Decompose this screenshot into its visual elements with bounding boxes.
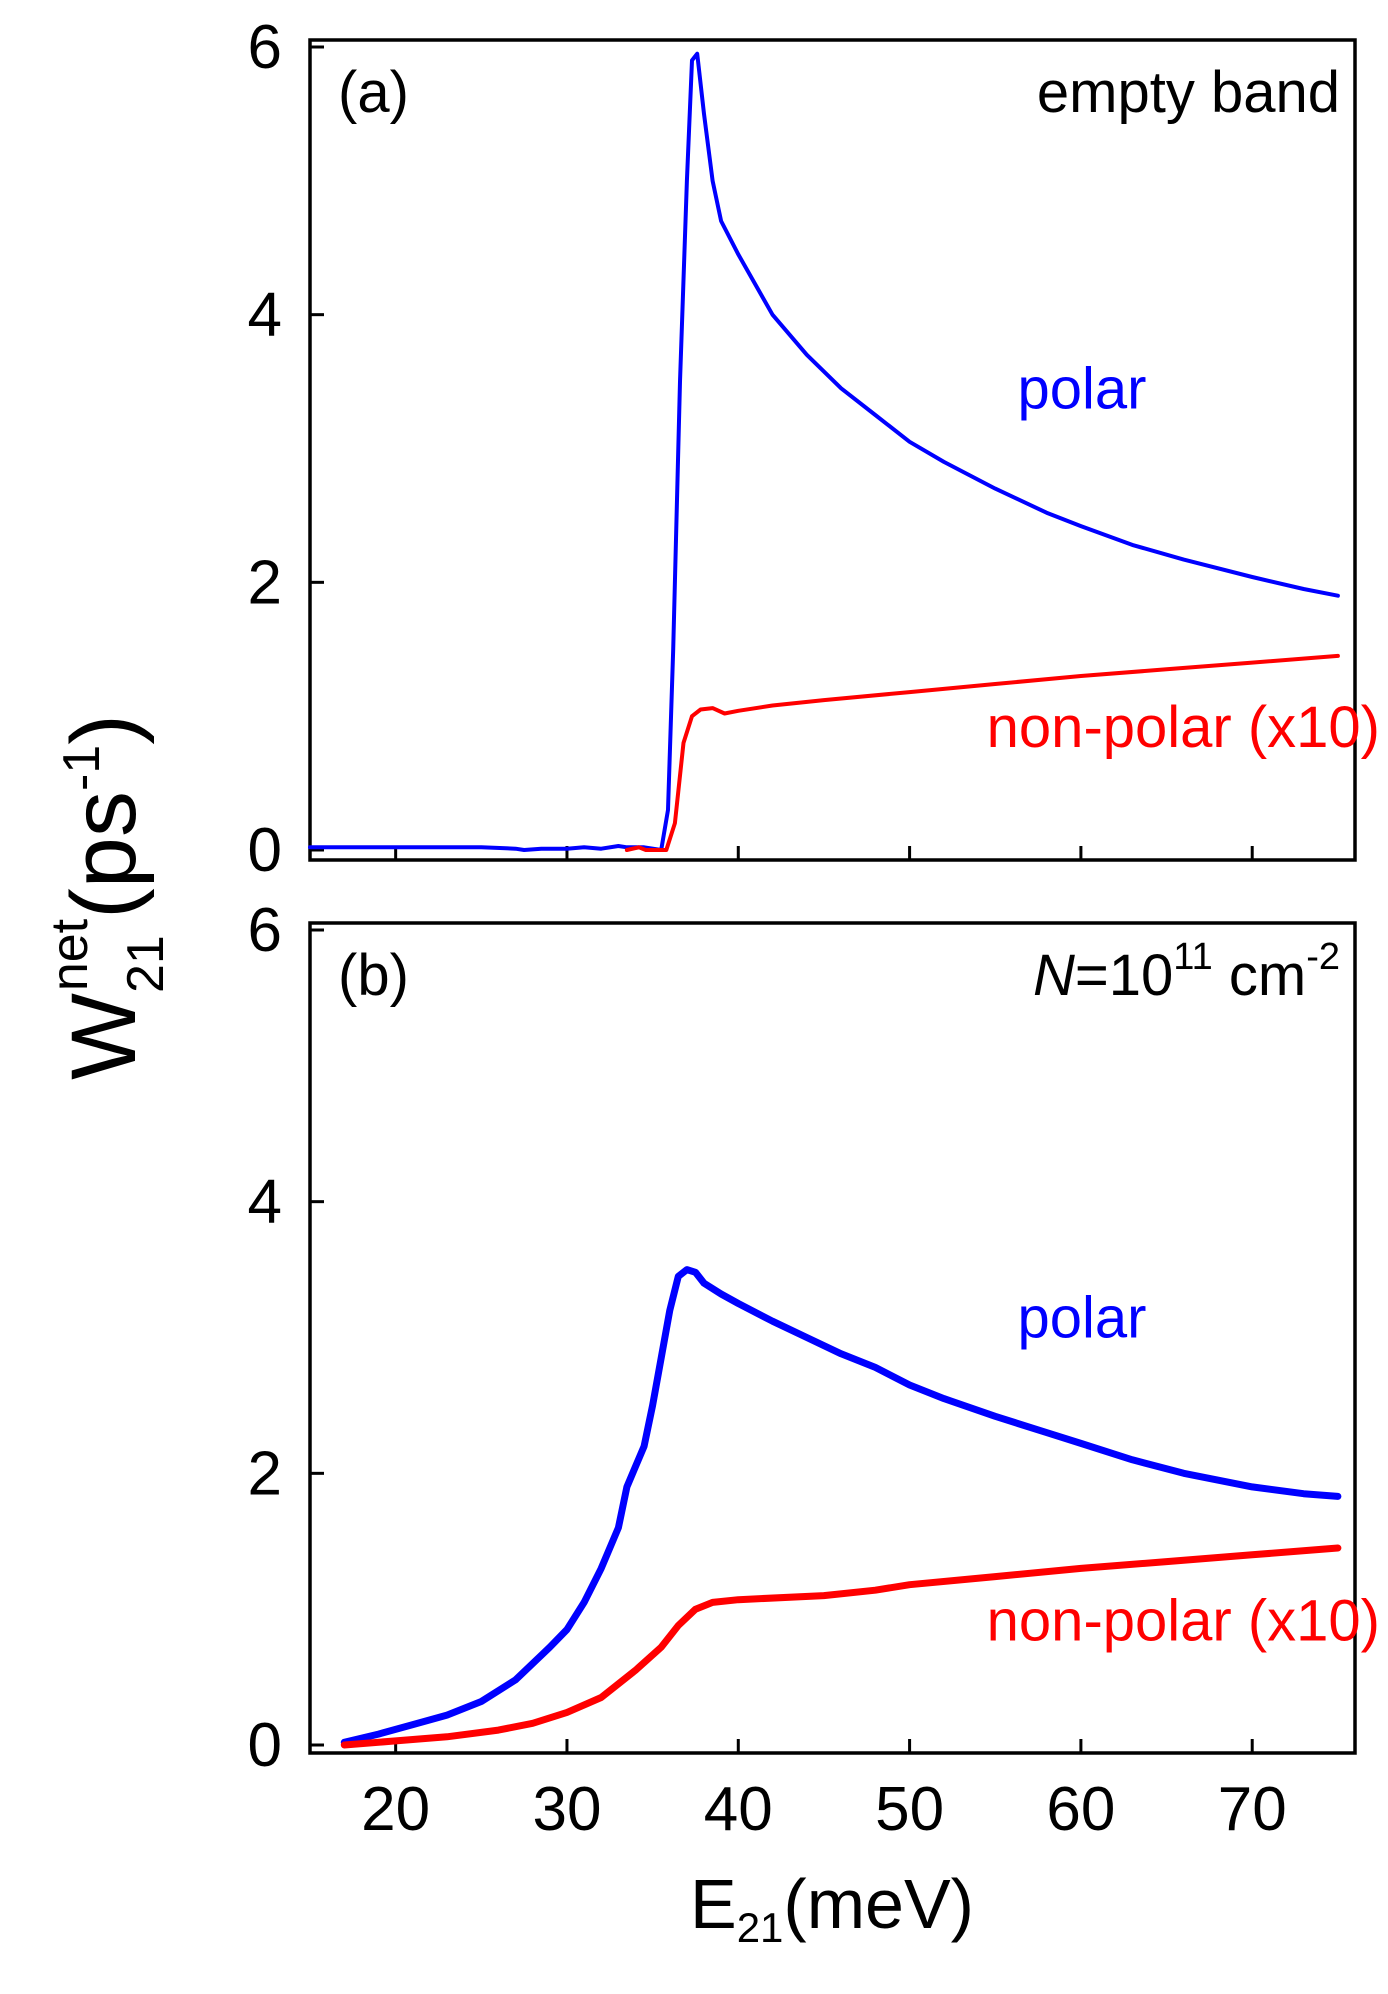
ylabel-unit-open: (ps <box>53 791 155 919</box>
panel-b-label: (b) <box>338 943 409 1008</box>
y-tick-label: 4 <box>248 281 282 350</box>
panel-a-corner-label: empty band <box>1037 60 1340 125</box>
panel-a-annotations: polar non-polar (x10) <box>987 356 1380 760</box>
x-tick-label: 60 <box>1046 1775 1115 1844</box>
ylabel-unit-close: ) <box>53 714 155 745</box>
x-tick-label: 40 <box>704 1775 773 1844</box>
panel-b-annotations: polar non-polar (x10) <box>987 1286 1380 1654</box>
y-tick-label: 0 <box>248 1711 282 1780</box>
svg-text:W21net(ps-1): W21 net(ps-1) <box>41 714 175 1080</box>
y-axis-label: W21 net(ps-1) <box>41 714 175 1080</box>
y-tick-label: 2 <box>248 1439 282 1508</box>
panel-b: 0 2 4 6 20 30 40 50 60 70 (b) N=1011 cm-2 polar n… <box>248 896 1380 1844</box>
panel-a-series <box>308 51 1340 852</box>
panel-b-corner-label: N=1011 cm-2 <box>1033 936 1340 1008</box>
corner-label-unit: cm <box>1229 943 1306 1008</box>
corner-label-unit-exponent: -2 <box>1306 936 1340 978</box>
xlabel-main: E <box>690 1865 737 1943</box>
x-tick-label: 50 <box>875 1775 944 1844</box>
y-tick-label: 2 <box>248 548 282 617</box>
ylabel-sup: net <box>41 918 99 991</box>
ylabel-main: W <box>53 993 155 1080</box>
series-line-polar <box>308 51 1340 852</box>
x-axis-label: E21(meV) <box>690 1865 974 1951</box>
y-tick-label: 6 <box>248 896 282 965</box>
panel-b-ytick-labels: 0 2 4 6 <box>248 896 282 1780</box>
series-line-polar <box>340 1266 1342 1746</box>
y-tick-label: 0 <box>248 816 282 885</box>
ylabel-sub: 21 <box>117 935 175 993</box>
x-tick-label: 30 <box>532 1775 601 1844</box>
y-tick-label: 4 <box>248 1168 282 1237</box>
panel-b-xtick-labels: 20 30 40 50 60 70 <box>361 1775 1287 1844</box>
corner-label-exponent: 11 <box>1173 936 1212 978</box>
series-annotation-nonpolar: non-polar (x10) <box>987 1588 1380 1653</box>
ylabel-unit-sup: -1 <box>53 745 111 791</box>
panel-a-ytick-labels: 0 2 4 6 <box>248 13 282 885</box>
series-line-nonpolar <box>624 653 1340 852</box>
xlabel-unit: (meV) <box>783 1865 974 1943</box>
panel-b-frame <box>308 921 1357 1755</box>
panel-b-series <box>340 1266 1342 1749</box>
panel-a: 0 2 4 6 (a) empty band polar non-polar (x10) <box>248 13 1380 885</box>
series-annotation-polar: polar <box>1018 1286 1147 1351</box>
x-tick-label: 70 <box>1218 1775 1287 1844</box>
panel-a-frame <box>308 38 1357 862</box>
y-tick-label: 6 <box>248 13 282 82</box>
corner-label-space <box>1213 943 1229 1008</box>
corner-label-equals: =10 <box>1075 943 1173 1008</box>
series-line-nonpolar <box>340 1544 1342 1749</box>
series-annotation-nonpolar: non-polar (x10) <box>987 695 1380 760</box>
series-annotation-polar: polar <box>1018 356 1147 421</box>
xlabel-sub: 21 <box>737 1904 784 1951</box>
corner-label-italic-n: N <box>1033 943 1075 1008</box>
x-tick-label: 20 <box>361 1775 430 1844</box>
panel-a-label: (a) <box>338 60 409 125</box>
svg-text:E21(meV): E21(meV) <box>690 1865 974 1951</box>
